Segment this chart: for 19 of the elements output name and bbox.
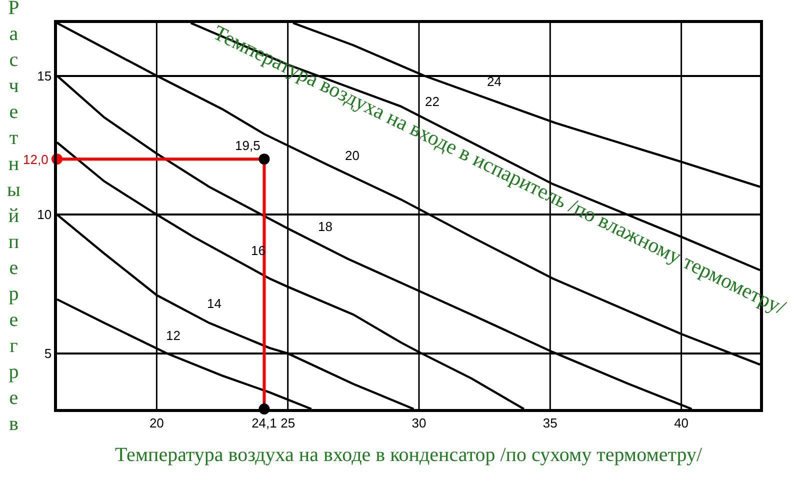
x-tick-label: 25: [280, 415, 296, 430]
annotation: 19,5: [235, 138, 260, 153]
series-label: 20: [345, 148, 360, 163]
x-tick-label: 40: [674, 415, 689, 430]
series-label: 24: [487, 74, 502, 89]
series-label: 18: [318, 219, 332, 234]
y-tick-label: 5: [44, 346, 52, 362]
annotation: 12,0: [23, 152, 48, 167]
y-tick-label: 15: [37, 68, 52, 84]
y-tick-label: 10: [37, 207, 52, 222]
series-label: 22: [425, 94, 440, 109]
series-label: 14: [207, 296, 222, 311]
x-tick-label: 24,1: [252, 415, 277, 430]
x-axis-title: Температура воздуха на входе в конденсатор /по сухому термометру/: [115, 444, 702, 466]
x-tick-label: 35: [542, 415, 558, 430]
series-label: 12: [166, 328, 180, 343]
x-tick-label: 20: [149, 415, 164, 430]
text: Расчетный перегрев: [7, 0, 20, 435]
x-tick-label: 30: [412, 415, 426, 430]
